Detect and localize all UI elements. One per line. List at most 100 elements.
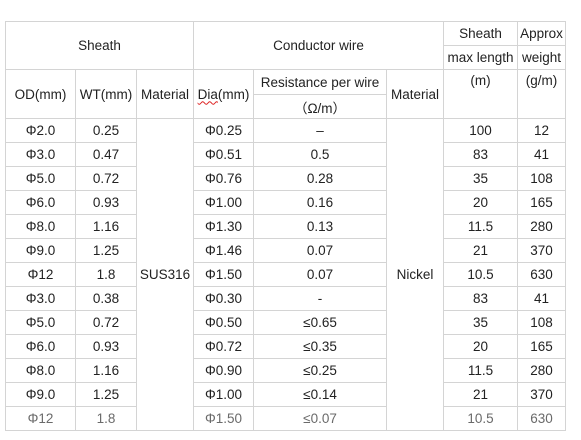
- cell-wt: 1.8: [75, 406, 137, 431]
- cell-wt: 0.93: [75, 334, 137, 359]
- table-row: Φ6.0 0.93 Φ1.00 0.16 20 165: [5, 190, 566, 215]
- cell-max-length: 83: [443, 142, 518, 167]
- cell-od: Φ9.0: [5, 382, 76, 407]
- table-row: Φ5.0 0.72 Φ0.50 ≤0.65 35 108: [5, 310, 566, 335]
- cell-max-length: 35: [443, 310, 518, 335]
- cell-weight: 165: [517, 334, 566, 359]
- cell-dia: Φ1.46: [193, 238, 254, 263]
- cell-od: Φ2.0: [5, 118, 76, 143]
- cell-od: Φ12: [5, 262, 76, 287]
- header-approx-weight-top: Approx: [518, 23, 565, 46]
- cell-weight: 165: [517, 190, 566, 215]
- cell-max-length: 100: [443, 118, 518, 143]
- cell-wt: 0.47: [75, 142, 137, 167]
- cell-wt: 1.16: [75, 358, 137, 383]
- cell-resistance: 0.28: [253, 166, 387, 191]
- cell-resistance: ≤0.14: [253, 382, 387, 407]
- cell-max-length: 10.5: [443, 262, 518, 287]
- table-row: Φ3.0 0.38 Φ0.30- 83 41: [5, 286, 566, 311]
- cell-max-length: 83: [443, 286, 518, 311]
- cell-dia: Φ1.50: [193, 262, 254, 287]
- cell-wt: 1.8: [75, 262, 137, 287]
- table-row: Φ12 1.8 Φ1.50 ≤0.07 10.5 630: [5, 406, 566, 431]
- header-sheath-length-mid: max length: [447, 50, 514, 65]
- cell-od: Φ5.0: [5, 310, 76, 335]
- cell-weight: 280: [517, 214, 566, 239]
- cell-resistance: 0.13: [253, 214, 387, 239]
- cell-dia: Φ0.76: [193, 166, 254, 191]
- spec-table-container: Sheath Conductor wire Sheath max length …: [5, 21, 566, 431]
- header-wt: WT(mm): [75, 69, 137, 119]
- header-approx-weight-mid: weight: [521, 50, 562, 65]
- cell-weight: 41: [517, 142, 566, 167]
- table-row: Φ9.0 1.25 Φ1.46 0.07 21 370: [5, 238, 566, 263]
- cell-max-length: 35: [443, 166, 518, 191]
- table-row: Φ6.0 0.93 Φ0.72 ≤0.35 20 165: [5, 334, 566, 359]
- header-sheath-length-top: Sheath: [444, 23, 517, 46]
- header-dia-prefix: Dia: [197, 86, 218, 102]
- cell-dia: Φ0.90: [193, 358, 254, 383]
- table-row: Φ8.0 1.16 Φ1.30 0.13 11.5 280: [5, 214, 566, 239]
- cell-max-length: 20: [443, 190, 518, 215]
- table-row: Φ3.0 0.47 Φ0.51 0.5 83 41: [5, 142, 566, 167]
- cell-wt: 1.25: [75, 382, 137, 407]
- header-sheath-length: Sheath max length: [443, 21, 518, 70]
- cell-od: Φ8.0: [5, 214, 76, 239]
- cell-dia: Φ1.00: [193, 190, 254, 215]
- header-dia-suffix: (mm): [217, 86, 250, 102]
- cell-weight: 12: [517, 118, 566, 143]
- cell-resistance: ≤0.07: [253, 406, 387, 431]
- cell-resistance: 0.07: [253, 262, 387, 287]
- table-row: Φ2.0 0.25 SUS316 Φ0.25– Nickel 100 12: [5, 118, 566, 431]
- cell-dia: Φ0.50: [193, 310, 254, 335]
- cell-wt: 0.72: [75, 166, 137, 191]
- cell-dia: Φ1.30: [193, 214, 254, 239]
- cell-od: Φ9.0: [5, 238, 76, 263]
- cell-conductor-material: Nickel: [386, 118, 444, 431]
- cell-sheath-material: SUS316: [136, 118, 194, 431]
- cell-dia: Φ0.51: [193, 142, 254, 167]
- cell-resistance: 0.16: [253, 190, 387, 215]
- cell-dia: Φ1.50: [193, 406, 254, 431]
- cell-wt: 1.25: [75, 238, 137, 263]
- header-resistance-unit: （Ω/m）: [253, 94, 387, 119]
- cell-od: Φ3.0: [5, 142, 76, 167]
- cell-weight: 630: [517, 262, 566, 287]
- cell-dia: Φ0.72: [193, 334, 254, 359]
- cell-weight: 41: [517, 286, 566, 311]
- cell-od: Φ3.0: [5, 286, 76, 311]
- cell-wt: 1.16: [75, 214, 137, 239]
- cell-wt: 0.38: [75, 286, 137, 311]
- header-weight-unit: (g/m): [517, 69, 566, 119]
- cell-max-length: 21: [443, 238, 518, 263]
- cell-od: Φ12: [5, 406, 76, 431]
- cell-resistance: 0.5: [253, 142, 387, 167]
- cell-max-length: 11.5: [443, 214, 518, 239]
- table-row: Φ12 1.8 Φ1.50 0.07 10.5 630: [5, 262, 566, 287]
- cell-weight: 108: [517, 310, 566, 335]
- cell-resistance: ≤0.35: [253, 334, 387, 359]
- cell-resistance: –: [253, 118, 387, 143]
- cell-wt: 0.93: [75, 190, 137, 215]
- table-row: Φ8.0 1.16 Φ0.90 ≤0.25 11.5 280: [5, 358, 566, 383]
- cell-resistance: -: [253, 286, 387, 311]
- table-row: Φ9.0 1.25 Φ1.00 ≤0.14 21 370: [5, 382, 566, 407]
- cell-dia: Φ0.25: [193, 118, 254, 143]
- header-dia: Dia(mm): [193, 69, 254, 119]
- cell-wt: 0.72: [75, 310, 137, 335]
- cell-od: Φ5.0: [5, 166, 76, 191]
- cell-od: Φ6.0: [5, 334, 76, 359]
- cell-dia: Φ0.30: [193, 286, 254, 311]
- cell-weight: 280: [517, 358, 566, 383]
- header-conductor-wire: Conductor wire: [193, 21, 444, 70]
- cell-weight: 630: [517, 406, 566, 431]
- cell-weight: 370: [517, 238, 566, 263]
- header-material-conductor: Material: [386, 69, 444, 119]
- cell-resistance: ≤0.65: [253, 310, 387, 335]
- cell-resistance: ≤0.25: [253, 358, 387, 383]
- cell-od: Φ8.0: [5, 358, 76, 383]
- cell-max-length: 20: [443, 334, 518, 359]
- cell-weight: 108: [517, 166, 566, 191]
- cell-dia: Φ1.00: [193, 382, 254, 407]
- table-row: Φ5.0 0.72 Φ0.76 0.28 35 108: [5, 166, 566, 191]
